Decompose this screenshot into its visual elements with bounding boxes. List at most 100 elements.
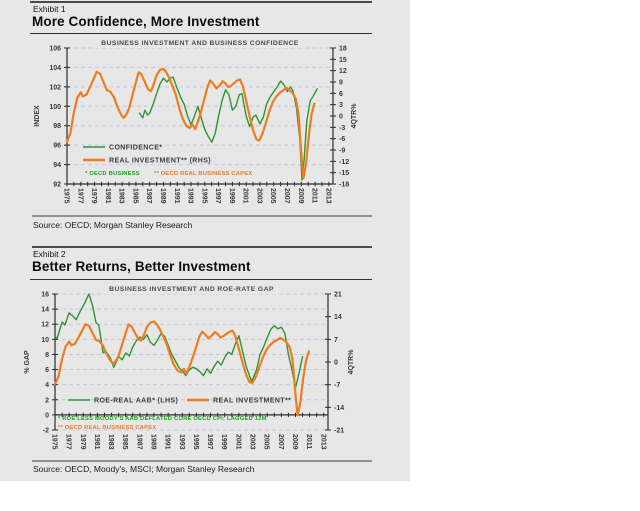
svg-text:0: 0 [339, 114, 343, 121]
svg-text:% GAP: % GAP [24, 350, 31, 374]
exhibit1-source: Source: OECD; Morgan Stanley Research [33, 220, 193, 230]
svg-text:3: 3 [339, 102, 343, 109]
exhibit1-title-rule [30, 33, 372, 34]
svg-text:1977: 1977 [65, 434, 72, 450]
svg-text:* ROE LESS MOODY'S AAB DEFLATE: * ROE LESS MOODY'S AAB DEFLATED CORE OEC… [58, 416, 267, 422]
svg-text:1977: 1977 [76, 188, 83, 204]
svg-text:REAL INVESTMENT**: REAL INVESTMENT** [213, 398, 291, 405]
svg-text:96: 96 [53, 143, 61, 150]
svg-text:1989: 1989 [159, 188, 166, 204]
svg-text:92: 92 [53, 182, 61, 189]
svg-text:1993: 1993 [178, 434, 185, 450]
svg-text:2007: 2007 [283, 188, 290, 204]
exhibit2-label: Exhibit 2 [33, 249, 66, 259]
svg-text:2: 2 [45, 397, 49, 404]
svg-text:21: 21 [334, 292, 342, 299]
svg-text:1987: 1987 [145, 188, 152, 204]
exhibit1-label: Exhibit 1 [33, 4, 66, 14]
svg-text:12: 12 [339, 68, 347, 75]
svg-text:2005: 2005 [263, 434, 270, 450]
svg-text:1975: 1975 [51, 434, 58, 450]
svg-text:18: 18 [339, 46, 347, 53]
svg-text:1981: 1981 [93, 434, 100, 450]
svg-text:2003: 2003 [255, 188, 262, 204]
svg-text:104: 104 [49, 65, 61, 72]
svg-text:1983: 1983 [118, 188, 125, 204]
svg-text:94: 94 [53, 162, 61, 169]
svg-text:1979: 1979 [90, 188, 97, 204]
svg-text:1987: 1987 [135, 434, 142, 450]
svg-text:1997: 1997 [206, 434, 213, 450]
svg-text:-15: -15 [339, 170, 349, 177]
svg-text:4: 4 [45, 382, 49, 389]
svg-text:12: 12 [41, 322, 49, 329]
svg-text:2005: 2005 [269, 188, 276, 204]
svg-text:1983: 1983 [107, 434, 114, 450]
svg-text:2009: 2009 [297, 188, 304, 204]
exhibit1-chart: 106104102100989694921815129630-3-6-9-12-… [34, 38, 358, 204]
svg-text:100: 100 [49, 104, 61, 111]
svg-text:106: 106 [49, 46, 61, 53]
svg-text:2013: 2013 [324, 188, 331, 204]
svg-text:6: 6 [45, 367, 49, 374]
svg-text:15: 15 [339, 57, 347, 64]
svg-text:0: 0 [45, 412, 49, 419]
svg-text:** OECD REAL BUSINESS CAPEX: ** OECD REAL BUSINESS CAPEX [58, 425, 156, 431]
exhibit1-source-rule [32, 215, 372, 217]
svg-text:INDEX: INDEX [34, 105, 41, 127]
exhibit2-chart: 16 14 12 10 8 6 4 2 0 -2 21 14 7 0 -7 -14 -21 1975 1977 197… [24, 284, 355, 450]
svg-text:2003: 2003 [249, 434, 256, 450]
svg-text:1985: 1985 [121, 434, 128, 450]
svg-text:ROE-REAL AAB* (LHS): ROE-REAL AAB* (LHS) [94, 398, 178, 405]
svg-text:2001: 2001 [242, 188, 249, 204]
svg-text:1993: 1993 [187, 188, 194, 204]
svg-text:9: 9 [339, 80, 343, 87]
svg-text:** OECD REAL BUSINESS CAPEX: ** OECD REAL BUSINESS CAPEX [154, 171, 252, 177]
svg-text:-21: -21 [334, 428, 344, 435]
svg-text:-12: -12 [339, 159, 349, 166]
svg-text:-9: -9 [339, 148, 345, 155]
svg-text:4QTR%: 4QTR% [351, 103, 358, 129]
svg-text:1979: 1979 [79, 434, 86, 450]
exhibit2-top-rule [32, 246, 372, 248]
svg-text:2011: 2011 [305, 434, 312, 449]
svg-text:4QTR%: 4QTR% [348, 349, 355, 375]
svg-text:16: 16 [41, 292, 49, 299]
exhibit2-source: Source: OECD, Moody's, MSCI; Morgan Stan… [33, 464, 255, 474]
svg-text:1999: 1999 [220, 434, 227, 450]
svg-text:1999: 1999 [228, 188, 235, 204]
svg-text:10: 10 [41, 337, 49, 344]
svg-text:CONFIDENCE*: CONFIDENCE* [109, 145, 162, 152]
exhibit2-title-rule [30, 279, 372, 280]
svg-text:8: 8 [45, 352, 49, 359]
svg-text:-2: -2 [43, 428, 49, 435]
exhibit1-title: More Confidence, More Investment [32, 14, 260, 29]
exhibit2-source-rule [32, 460, 372, 462]
svg-text:1989: 1989 [150, 434, 157, 450]
svg-text:98: 98 [53, 123, 61, 130]
svg-text:2001: 2001 [234, 434, 241, 450]
top-rule [30, 1, 372, 3]
svg-text:6: 6 [339, 91, 343, 98]
svg-text:-6: -6 [339, 136, 345, 143]
svg-text:14: 14 [334, 314, 342, 321]
svg-text:-7: -7 [334, 382, 340, 389]
svg-text:14: 14 [41, 307, 49, 314]
svg-text:BUSINESS INVESTMENT AND BUSINE: BUSINESS INVESTMENT AND BUSINESS CONFIDE… [101, 40, 299, 47]
svg-text:-14: -14 [334, 405, 344, 412]
svg-text:1981: 1981 [104, 188, 111, 204]
svg-text:* OECD BUSINESS: * OECD BUSINESS [85, 171, 140, 177]
svg-text:2009: 2009 [291, 434, 298, 450]
svg-text:1991: 1991 [164, 434, 171, 450]
svg-text:2007: 2007 [277, 434, 284, 450]
svg-text:0: 0 [334, 360, 338, 367]
svg-text:2013: 2013 [319, 434, 326, 450]
svg-text:1995: 1995 [200, 188, 207, 204]
svg-text:-3: -3 [339, 125, 345, 132]
svg-text:1975: 1975 [63, 188, 70, 204]
svg-text:2011: 2011 [311, 188, 318, 203]
svg-text:-18: -18 [339, 182, 349, 189]
svg-text:1995: 1995 [192, 434, 199, 450]
svg-text:1997: 1997 [214, 188, 221, 204]
svg-text:102: 102 [49, 84, 61, 91]
